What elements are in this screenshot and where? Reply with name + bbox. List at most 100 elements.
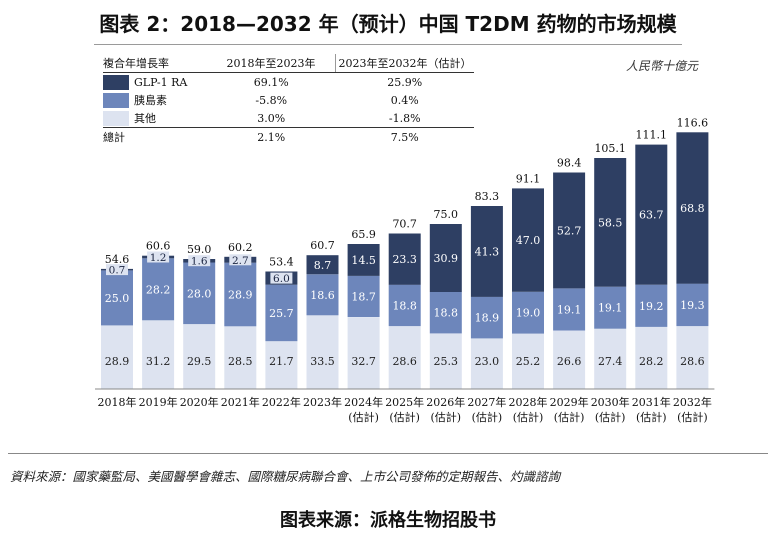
total-label: 105.1 [594,142,626,155]
x-tick-label: (估計) [472,410,503,424]
data-label-glp1: 30.9 [434,252,459,265]
data-label-insulin: 25.0 [105,292,130,305]
x-tick-label: 2029年 [550,395,589,409]
bar-segment-glp1 [635,144,668,285]
bar-segment-other [594,328,627,389]
data-label-glp1: 58.5 [598,216,623,229]
x-tick-label: 2019年 [139,395,178,409]
bar-segment-glp1 [594,158,627,287]
data-label-box [106,264,128,276]
x-tick-label: (估計) [389,410,420,424]
bar-segment-insulin [388,284,421,327]
cagr-row-other: 其他 3.0% -1.8% [103,109,474,128]
data-label-insulin: 18.8 [392,299,417,312]
x-tick-label: (估計) [554,410,585,424]
bar-segment-insulin [142,258,175,321]
cagr-value: 2.1% [207,127,336,146]
cagr-total-label: 總計 [103,127,207,146]
data-label-glp1: 1.2 [150,252,167,264]
legend-label-glp1: GLP-1 RA [134,75,188,89]
chart-source-footer: 图表来源：派格生物招股书 [280,510,496,531]
x-tick-label: (估計) [513,410,544,424]
cagr-value: -1.8% [388,111,421,125]
x-tick-label: 2020年 [180,395,219,409]
bar-segment-other [142,320,175,389]
bar-segment-other [101,325,133,389]
total-label: 75.0 [434,208,459,221]
x-tick-label: 2018年 [98,395,137,409]
x-tick-label: 2030年 [591,395,630,409]
data-label-glp1: 6.0 [273,273,290,285]
data-label-other: 28.6 [392,355,417,368]
legend-entry-insulin: 胰島素 [103,91,207,109]
data-label-insulin: 25.7 [269,307,294,320]
bar-segment-insulin [676,283,709,327]
bar-segment-glp1 [306,255,339,275]
total-label: 98.4 [557,157,582,170]
x-tick-label: (估計) [431,410,462,424]
x-tick-label: 2023年 [303,395,342,409]
data-label-box [147,251,170,263]
x-tick-label: 2021年 [221,395,260,409]
data-label-other: 28.2 [639,355,664,368]
cagr-value: 0.4% [390,93,419,107]
data-label-insulin: 19.2 [639,300,664,313]
cagr-value: 69.1% [253,75,289,89]
data-label-other: 28.9 [105,355,130,368]
bar-segment-glp1 [553,172,586,289]
bar-segment-glp1 [388,233,421,285]
cagr-value: 7.5% [335,127,474,146]
bar-segment-insulin [183,262,216,325]
bar-segment-other [429,333,462,389]
data-label-glp1: 8.7 [314,259,332,272]
bar-segment-insulin [512,291,544,334]
page-title: 图表 2：2018—2032 年（预计）中国 T2DM 药物的市场规模 [99,12,677,36]
data-label-glp1: 1.6 [191,256,208,268]
bar-segment-other [224,326,257,389]
x-tick-label: 2032年 [673,395,712,409]
bar-segment-glp1 [470,206,503,297]
data-label-insulin: 18.6 [310,289,335,302]
data-label-glp1: 23.3 [392,253,417,266]
legend-swatch-other [103,110,129,126]
x-tick-label: 2022年 [262,395,301,409]
bar-segment-insulin [265,284,298,342]
bar-segment-other [553,330,586,389]
bar-segment-other [470,338,503,389]
total-label: 54.6 [105,253,130,266]
x-tick-label: 2025年 [385,395,424,409]
cagr-table: 複合年增長率 2018年至2023年 2023年至2032年（估計） GLP-1… [103,54,474,146]
total-label: 53.4 [269,256,294,269]
data-label-glp1: 2.7 [232,255,249,267]
legend-swatch-glp1 [103,74,129,90]
total-label: 116.6 [677,116,709,129]
bar-segment-insulin [429,292,462,334]
data-label-insulin: 19.1 [598,302,623,315]
total-label: 65.9 [351,228,376,241]
cagr-row-insulin: 胰島素 -5.8% 0.4% [103,91,474,109]
x-tick-label: (估計) [348,410,379,424]
bar-segment-insulin [306,274,339,316]
total-label: 60.6 [146,240,171,253]
data-label-insulin: 28.2 [146,283,171,296]
cagr-header-label: 複合年增長率 [103,54,207,73]
cagr-table-header: 複合年增長率 2018年至2023年 2023年至2032年（估計） [103,54,474,73]
data-label-box [270,272,293,284]
title-divider [94,44,682,45]
bar-segment-glp1 [676,132,709,284]
legend-entry-other: 其他 [103,109,207,128]
bar-segment-other [512,333,544,389]
x-tick-label: 2027年 [467,395,506,409]
data-label-other: 28.6 [680,355,705,368]
data-label-glp1: 0.7 [109,265,126,277]
total-label: 111.1 [636,129,668,142]
legend-label-insulin: 胰島素 [134,94,167,107]
data-label-other: 29.5 [187,355,212,368]
x-tick-label: 2028年 [509,395,548,409]
bar-segment-other [265,341,298,389]
cagr-header-2018-2023: 2018年至2023年 [207,54,336,73]
x-tick-label: (估計) [677,410,708,424]
data-label-box [229,254,252,266]
total-label: 60.7 [310,239,335,252]
data-label-insulin: 18.8 [434,307,459,320]
